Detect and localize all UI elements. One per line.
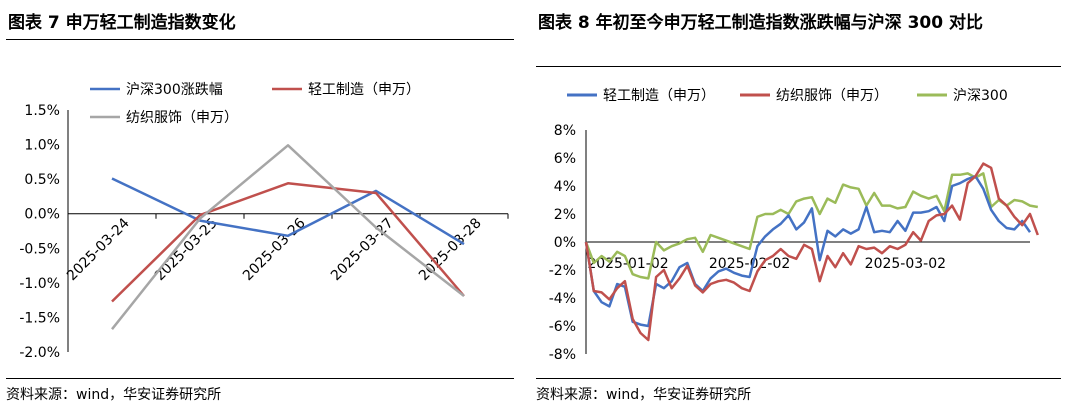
- y-tick-label: 0%: [554, 235, 576, 251]
- y-tick-label: -2%: [549, 263, 576, 279]
- y-tick-label: 0.5%: [24, 172, 60, 188]
- legend-label: 纺织服饰（申万）: [776, 88, 888, 104]
- source-rule: [6, 378, 514, 379]
- source-note: 资料来源：wind，华安证券研究所: [6, 387, 222, 403]
- x-tick-label: 2025-03-26: [240, 215, 309, 284]
- x-tick-label: 2025-03-27: [328, 215, 397, 284]
- chart-panel-right: 图表 8 年初至今申万轻工制造指数涨跌幅与沪深 300 对比 8% 6% 4% 2% 0…: [530, 0, 1067, 410]
- series-line: [584, 174, 1032, 328]
- title-rule: [6, 39, 514, 40]
- chart-title: 图表 8 年初至今申万轻工制造指数涨跌幅与沪深 300 对比: [538, 13, 983, 33]
- line-chart: 8%6%4%2%0%-2%-4%-6%-8%2025-01-02 2025-02-…: [549, 88, 1039, 363]
- y-tick-label: 6%: [554, 151, 576, 167]
- source-note: 资料来源：wind，华安证券研究所: [536, 387, 752, 403]
- series-line: [111, 144, 465, 330]
- legend-label: 沪深300涨跌幅: [126, 82, 223, 98]
- series-line: [111, 182, 465, 303]
- y-tick-label: 0.0%: [24, 207, 60, 223]
- x-tick-label: 2025-03-24: [64, 215, 133, 284]
- chart-panel-left: 图表 7 申万轻工制造指数变化 1.5% 1.0% 0.5% 0.0% -0.5% -1.…: [0, 0, 520, 410]
- legend-label: 沪深300: [953, 88, 1008, 104]
- chart-title: 图表 7 申万轻工制造指数变化: [8, 13, 236, 33]
- title-rule: [536, 66, 1061, 67]
- y-tick-label: 1.5%: [24, 103, 60, 119]
- y-tick-label: 2%: [554, 207, 576, 223]
- series-line: [584, 162, 1039, 342]
- x-tick-label: 2025-03-25: [152, 215, 221, 284]
- y-tick-label: -1.5%: [19, 310, 60, 326]
- y-tick-label: -0.5%: [19, 241, 60, 257]
- x-tick-label: 2025-02-02: [709, 256, 790, 272]
- legend-label: 轻工制造（申万）: [603, 88, 715, 104]
- y-tick-label: 8%: [554, 123, 576, 139]
- legend-label: 纺织服饰（申万）: [126, 110, 238, 126]
- legend-label: 轻工制造（申万）: [308, 82, 420, 98]
- line-chart: 1.5% 1.0% 0.5% 0.0% -0.5% -1.0% -1.5% -2.0% 2025…: [19, 82, 509, 361]
- y-tick-label: 1.0%: [24, 138, 60, 154]
- y-tick-label: -4%: [549, 291, 576, 307]
- x-tick-label: 2025-03-02: [865, 256, 946, 272]
- y-tick-label: -8%: [549, 347, 576, 363]
- y-tick-label: 4%: [554, 179, 576, 195]
- series-line: [584, 172, 1039, 280]
- series-line: [111, 177, 465, 246]
- y-tick-label: -6%: [549, 319, 576, 335]
- source-rule: [536, 378, 1061, 379]
- x-tick-label: 2025-03-28: [416, 215, 485, 284]
- y-tick-label: -1.0%: [19, 276, 60, 292]
- y-tick-label: -2.0%: [19, 345, 60, 361]
